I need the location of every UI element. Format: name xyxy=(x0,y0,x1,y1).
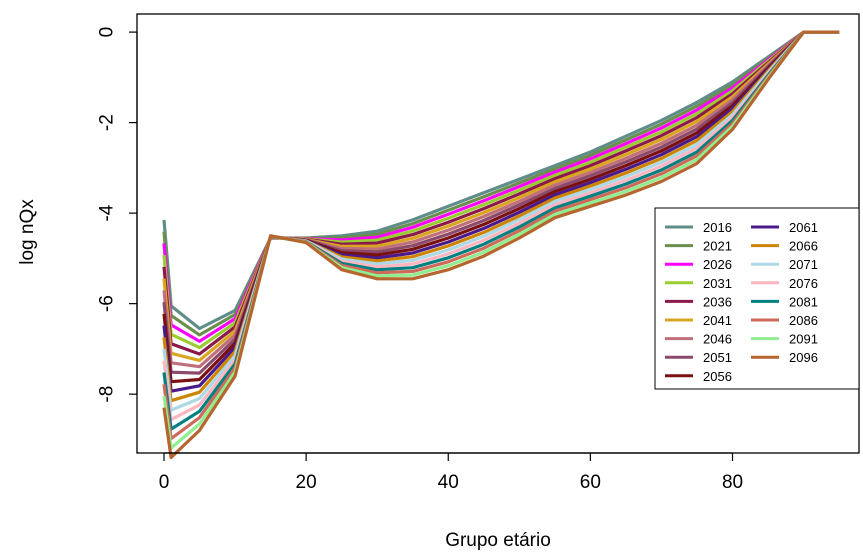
y-tick-label: -6 xyxy=(97,295,118,312)
legend-label-2046: 2046 xyxy=(703,332,732,347)
legend-label-2031: 2031 xyxy=(703,276,732,291)
legend-label-2091: 2091 xyxy=(789,332,818,347)
y-tick-label: -8 xyxy=(97,386,118,403)
legend-label-2016: 2016 xyxy=(703,220,732,235)
y-axis-title: log nQx xyxy=(17,199,38,265)
legend-label-2066: 2066 xyxy=(789,239,818,254)
series-lines xyxy=(162,30,840,460)
legend-label-2026: 2026 xyxy=(703,257,732,272)
legend-label-2051: 2051 xyxy=(703,350,732,365)
x-tick-label: 80 xyxy=(722,472,743,493)
x-tick-label: 20 xyxy=(296,472,317,493)
series-line-2096 xyxy=(162,30,840,460)
y-axis: 0 -2 -4 -6 -8 xyxy=(97,27,138,403)
legend-label-2081: 2081 xyxy=(789,294,818,309)
legend-label-2021: 2021 xyxy=(703,239,732,254)
x-axis-title: Grupo etário xyxy=(445,530,551,551)
legend-label-2041: 2041 xyxy=(703,313,732,328)
legend-label-2076: 2076 xyxy=(789,276,818,291)
legend-box xyxy=(654,207,860,390)
legend-label-2056: 2056 xyxy=(703,369,732,384)
legend-label-2086: 2086 xyxy=(789,313,818,328)
legend-label-2096: 2096 xyxy=(789,350,818,365)
legend-label-2061: 2061 xyxy=(789,220,818,235)
y-tick-label: 0 xyxy=(97,27,118,38)
x-tick-label: 0 xyxy=(159,472,170,493)
legend: 2016 2021 2026 2031 2036 2041 2046 2051 2056 2061… xyxy=(654,207,860,390)
y-tick-label: -2 xyxy=(97,114,118,131)
legend-label-2071: 2071 xyxy=(789,257,818,272)
x-tick-label: 40 xyxy=(438,472,459,493)
legend-label-2036: 2036 xyxy=(703,294,732,309)
y-tick-label: -4 xyxy=(97,204,118,221)
x-axis: 0 20 40 60 80 xyxy=(159,452,743,493)
x-tick-label: 60 xyxy=(580,472,601,493)
